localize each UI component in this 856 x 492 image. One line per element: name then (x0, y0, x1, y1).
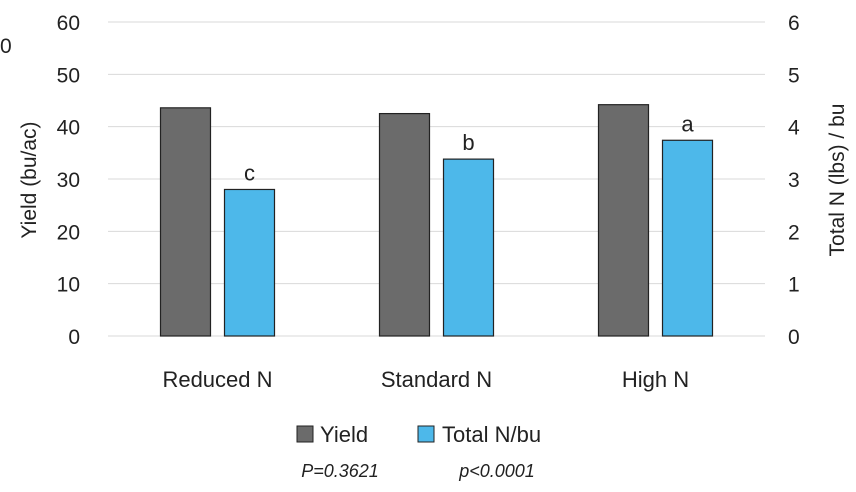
footnote-yield-p: P=0.3621 (301, 461, 379, 481)
significance-letter: a (681, 111, 694, 136)
legend: Yield Total N/bu (296, 422, 541, 447)
y-left-tick-label: 40 (57, 117, 80, 140)
stray-tick-label: 0 (0, 35, 12, 58)
x-tick-label: Standard N (381, 367, 492, 392)
y-left-tick-label: 30 (57, 169, 80, 192)
x-tick-label: High N (622, 367, 689, 392)
y-right-axis-title: Total N (lbs) / bu (826, 104, 849, 257)
y-right-tick-label: 5 (788, 64, 800, 87)
y-right-tick-label: 0 (788, 326, 800, 349)
y-right-tick-label: 3 (788, 169, 800, 192)
y-left-tick-label: 20 (57, 221, 80, 244)
y-right-tick-label: 2 (788, 221, 800, 244)
bar-total-n (442, 158, 495, 337)
legend-label-yield: Yield (320, 422, 368, 447)
label-layer: 0 10 20 30 40 50 60 0 1 2 3 4 5 6 c Reduced N b Standard … (57, 12, 800, 392)
legend-swatch-yield (296, 425, 314, 443)
y-left-axis-title: Yield (bu/ac) (18, 121, 41, 238)
y-left-tick-label: 0 (68, 326, 80, 349)
legend-swatch-total-n (417, 425, 435, 443)
grid-layer (108, 21, 765, 337)
bar-yield (159, 107, 212, 337)
significance-letter: c (244, 160, 255, 185)
y-left-tick-label: 60 (57, 12, 80, 35)
bar-total-n (661, 139, 714, 337)
bar-total-n (223, 188, 276, 337)
bar-yield (597, 104, 650, 337)
y-right-tick-label: 1 (788, 274, 800, 297)
y-right-tick-label: 4 (788, 117, 800, 140)
x-tick-label: Reduced N (162, 367, 272, 392)
bar-yield (378, 112, 431, 337)
y-right-tick-label: 6 (788, 12, 800, 35)
footnote-total-n-p: p<0.0001 (458, 461, 535, 481)
y-left-tick-label: 10 (57, 274, 80, 297)
legend-label-total-n: Total N/bu (442, 422, 541, 447)
y-left-tick-label: 50 (57, 64, 80, 87)
significance-letter: b (462, 130, 474, 155)
bar-layer (159, 104, 714, 337)
